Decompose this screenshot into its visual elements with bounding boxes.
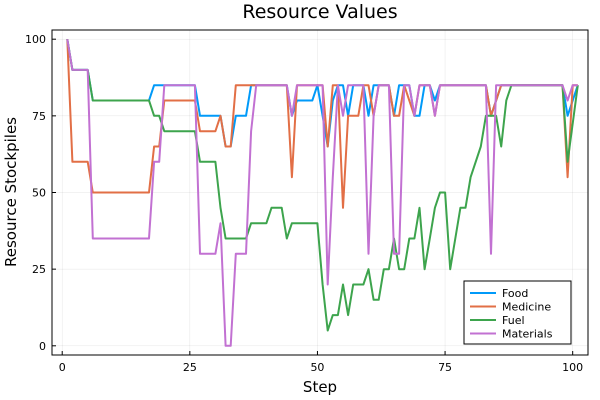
- y-tick-label: 0: [39, 340, 46, 353]
- chart-title: Resource Values: [242, 1, 397, 23]
- x-tick-label: 75: [438, 361, 452, 374]
- x-tick-label: 50: [310, 361, 324, 374]
- series-group: [66, 39, 579, 347]
- legend-label-fuel: Fuel: [502, 314, 525, 327]
- y-tick-label: 75: [32, 110, 46, 123]
- grid: [52, 30, 588, 355]
- y-tick-label: 100: [25, 33, 46, 46]
- y-tick-label: 50: [32, 187, 46, 200]
- y-tick-label: 25: [32, 263, 46, 276]
- y-axis-label: Resource Stockpiles: [2, 117, 20, 267]
- x-tick-label: 100: [562, 361, 583, 374]
- x-tick-label: 0: [59, 361, 66, 374]
- legend-label-food: Food: [502, 287, 528, 300]
- x-tick-label: 25: [183, 361, 197, 374]
- legend-label-medicine: Medicine: [502, 301, 551, 314]
- axis-ticks: 0 25 50 75 100 0 25 50 75 100: [25, 33, 583, 374]
- series-line-medicine: [66, 39, 578, 209]
- series-line-fuel: [66, 39, 579, 332]
- series-line-materials: [66, 39, 578, 347]
- x-axis-label: Step: [303, 378, 337, 396]
- legend-label-materials: Materials: [502, 328, 553, 341]
